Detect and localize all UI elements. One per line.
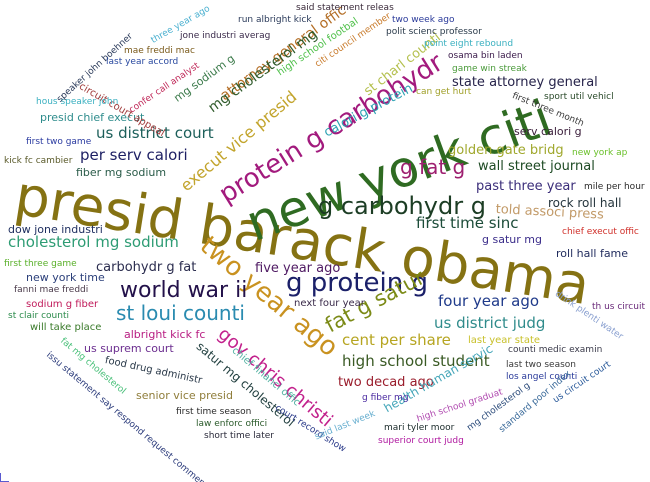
- word: two decad ago: [338, 375, 434, 390]
- word: law enforc offici: [196, 419, 268, 429]
- word: g protein g: [286, 268, 428, 298]
- word: us district court: [96, 124, 214, 142]
- word: fanni mae freddi: [14, 285, 89, 295]
- word: will take place: [30, 322, 102, 333]
- word: g satur mg: [482, 233, 542, 246]
- word: world war ii: [120, 278, 248, 303]
- word: first time sinc: [416, 214, 519, 232]
- word: five year ago: [255, 261, 341, 276]
- word: dow jone industri: [8, 223, 103, 236]
- word: g carbohydr g: [318, 192, 486, 220]
- word: mile per hour: [584, 182, 645, 192]
- word: osama bin laden: [448, 51, 523, 61]
- word: cent per share: [342, 331, 451, 349]
- word: first three game: [4, 259, 77, 269]
- word: rock roll hall: [548, 196, 622, 210]
- word: g fat g: [400, 155, 466, 179]
- word: hous speaker john: [36, 97, 119, 107]
- word: state attorney general: [452, 75, 598, 90]
- word: game win streak: [452, 64, 527, 74]
- word: last year accord: [106, 57, 179, 67]
- word: short time later: [204, 431, 274, 441]
- word: superior court judg: [378, 436, 464, 446]
- word: g fiber mg: [362, 393, 409, 403]
- word: two week ago: [392, 15, 455, 25]
- word: chief execut offic: [562, 227, 639, 237]
- word: serv calori g: [514, 125, 582, 138]
- word: us suprem court: [84, 342, 174, 355]
- word: past three year: [476, 179, 576, 194]
- corner-marker: [0, 473, 9, 482]
- word: sodium g fiber: [26, 299, 99, 310]
- word: cholesterol mg sodium: [8, 233, 179, 251]
- word: golden gate bridg: [448, 143, 564, 158]
- word: said statement releas: [296, 3, 394, 13]
- word: first two game: [26, 137, 92, 147]
- word: roll hall fame: [556, 247, 629, 260]
- word: counti medic examin: [508, 345, 603, 355]
- word: kick fc cambier: [4, 156, 73, 166]
- word: high school student: [342, 352, 490, 370]
- word: per serv calori: [80, 146, 188, 164]
- word: last two season: [506, 360, 576, 370]
- word: st loui counti: [116, 301, 245, 325]
- word: sport util vehicl: [544, 92, 614, 102]
- word: next four year: [294, 298, 365, 309]
- word: albright kick fc: [124, 328, 206, 341]
- word: jone industri averag: [180, 31, 271, 41]
- word: presid chief execut: [40, 111, 145, 124]
- word: new york ap: [572, 148, 628, 158]
- word: polit scienc professor: [386, 27, 482, 37]
- word: mae freddi mac: [124, 46, 195, 56]
- word: mari tyler moor: [384, 423, 455, 433]
- word: wall street journal: [478, 159, 595, 174]
- word: th us circuit: [592, 302, 645, 312]
- word: first time season: [176, 407, 252, 417]
- word: us district judg: [434, 314, 546, 332]
- word: st clair counti: [8, 311, 69, 321]
- word: four year ago: [438, 292, 540, 310]
- word: new york time: [26, 271, 105, 284]
- word: can get hurt: [416, 87, 472, 97]
- word: point eight rebound: [424, 39, 514, 49]
- word: drink plenti water: [552, 289, 625, 343]
- word: fiber mg sodium: [76, 166, 167, 179]
- word: los angel counti: [506, 372, 578, 382]
- word: carbohydr g fat: [96, 260, 197, 275]
- word: senior vice presid: [136, 389, 233, 402]
- word: run albright kick: [238, 15, 312, 25]
- word: last year state: [468, 335, 541, 346]
